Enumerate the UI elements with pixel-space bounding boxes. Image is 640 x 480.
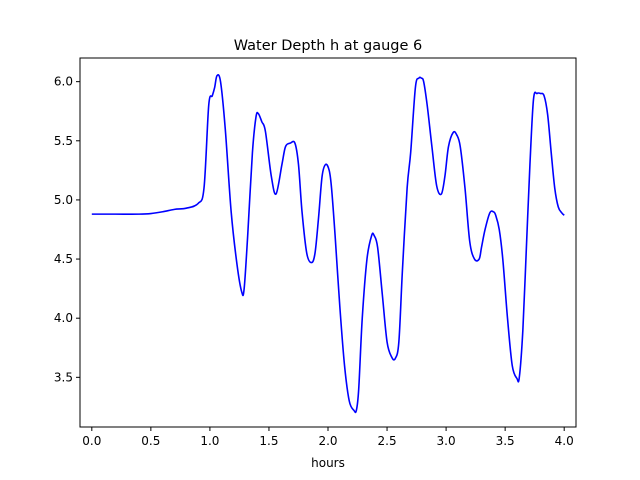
y-tick-label: 4.0 <box>54 311 73 325</box>
x-tick-label: 1.5 <box>259 434 278 448</box>
y-tick-label: 6.0 <box>54 75 73 89</box>
chart-title: Water Depth h at gauge 6 <box>234 38 422 54</box>
x-tick-label: 2.0 <box>318 434 337 448</box>
y-tick-label: 5.5 <box>54 134 73 148</box>
y-tick-label: 3.5 <box>54 370 73 384</box>
x-tick-label: 0.0 <box>82 434 101 448</box>
x-tick-label: 1.0 <box>200 434 219 448</box>
plot-area: 0.0 0.5 1.0 1.5 2.0 2.5 3.0 3.5 4.0 3.5 4.0 4.5 5.0 5… <box>54 57 577 448</box>
series-line-1 <box>91 74 565 414</box>
x-tick-label: 0.5 <box>141 434 160 448</box>
x-tick-label: 4.0 <box>555 434 574 448</box>
y-tick-label: 4.5 <box>54 252 73 266</box>
x-tick-label: 3.0 <box>437 434 456 448</box>
x-tick-label: 2.5 <box>378 434 397 448</box>
x-axis-label: hours <box>311 456 345 470</box>
y-tick-label: 5.0 <box>54 193 73 207</box>
x-tick-label: 3.5 <box>496 434 515 448</box>
